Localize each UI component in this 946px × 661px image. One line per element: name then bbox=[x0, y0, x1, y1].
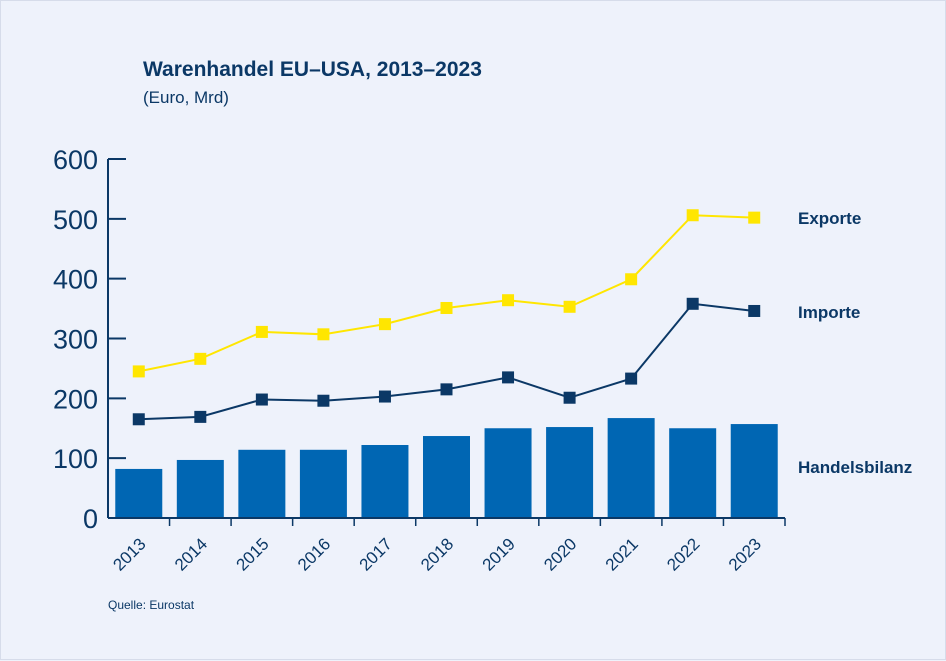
x-tick-label: 2014 bbox=[171, 534, 211, 574]
x-tick-label: 2018 bbox=[417, 534, 457, 574]
exporte-marker-2016 bbox=[317, 328, 330, 341]
y-tick-label: 600 bbox=[53, 145, 98, 175]
bar-2019 bbox=[484, 428, 532, 518]
bar-2023 bbox=[730, 424, 778, 518]
x-tick-label: 2019 bbox=[479, 534, 519, 574]
exporte-marker-2017 bbox=[378, 318, 391, 331]
exporte-marker-2014 bbox=[194, 352, 207, 365]
x-tick-label: 2022 bbox=[663, 534, 703, 574]
bar-series-group bbox=[115, 418, 778, 518]
x-tick-label: 2016 bbox=[294, 534, 334, 574]
importe-marker-2022 bbox=[686, 297, 699, 310]
line-series-group bbox=[132, 209, 761, 426]
bar-2022 bbox=[669, 428, 717, 518]
bar-2018 bbox=[423, 436, 470, 518]
importe-marker-2015 bbox=[255, 393, 268, 406]
y-tick-label: 0 bbox=[83, 504, 98, 534]
x-tick-label: 2013 bbox=[109, 534, 149, 574]
importe-marker-2013 bbox=[132, 413, 145, 426]
importe-marker-2014 bbox=[194, 410, 207, 423]
bar-2020 bbox=[546, 427, 594, 518]
bar-2021 bbox=[607, 418, 655, 518]
chart-subtitle: (Euro, Mrd) bbox=[143, 88, 229, 107]
importe-marker-2018 bbox=[440, 383, 453, 396]
importe-marker-2017 bbox=[378, 390, 391, 403]
y-tick-label: 400 bbox=[53, 265, 98, 295]
x-tick-label: 2017 bbox=[356, 534, 396, 574]
x-tick-label: 2015 bbox=[233, 534, 273, 574]
chart-title: Warenhandel EU–USA, 2013–2023 bbox=[143, 58, 482, 81]
exporte-marker-2022 bbox=[686, 209, 699, 222]
bar-2017 bbox=[361, 445, 409, 518]
y-tick-label: 200 bbox=[53, 384, 98, 414]
series-label-importe: Importe bbox=[798, 303, 860, 322]
x-tick-label: 2021 bbox=[602, 534, 642, 574]
source-note: Quelle: Eurostat bbox=[108, 598, 195, 612]
exporte-marker-2015 bbox=[255, 325, 268, 338]
exporte-marker-2023 bbox=[748, 211, 761, 224]
series-labels-group: Handelsbilanz Exporte Importe bbox=[798, 209, 912, 477]
y-tick-label: 500 bbox=[53, 205, 98, 235]
bar-2013 bbox=[115, 468, 163, 518]
y-tick-label: 100 bbox=[53, 444, 98, 474]
exporte-marker-2019 bbox=[502, 294, 515, 307]
importe-marker-2023 bbox=[748, 304, 761, 317]
y-tick-label: 300 bbox=[53, 325, 98, 355]
exporte-marker-2021 bbox=[625, 273, 638, 286]
series-label-exporte: Exporte bbox=[798, 209, 861, 228]
bar-2016 bbox=[299, 449, 347, 518]
series-label-handelsbilanz: Handelsbilanz bbox=[798, 458, 912, 477]
exporte-marker-2013 bbox=[132, 365, 145, 378]
importe-marker-2019 bbox=[502, 371, 515, 384]
importe-marker-2021 bbox=[625, 372, 638, 385]
bar-2014 bbox=[176, 459, 224, 518]
importe-marker-2016 bbox=[317, 394, 330, 407]
exporte-marker-2020 bbox=[563, 300, 576, 313]
bar-2015 bbox=[238, 449, 286, 518]
exporte-line bbox=[138, 214, 755, 373]
importe-line bbox=[138, 302, 755, 421]
importe-marker-2020 bbox=[563, 391, 576, 404]
exporte-marker-2018 bbox=[440, 301, 453, 314]
x-tick-label: 2023 bbox=[725, 534, 765, 574]
x-tick-label: 2020 bbox=[540, 534, 580, 574]
